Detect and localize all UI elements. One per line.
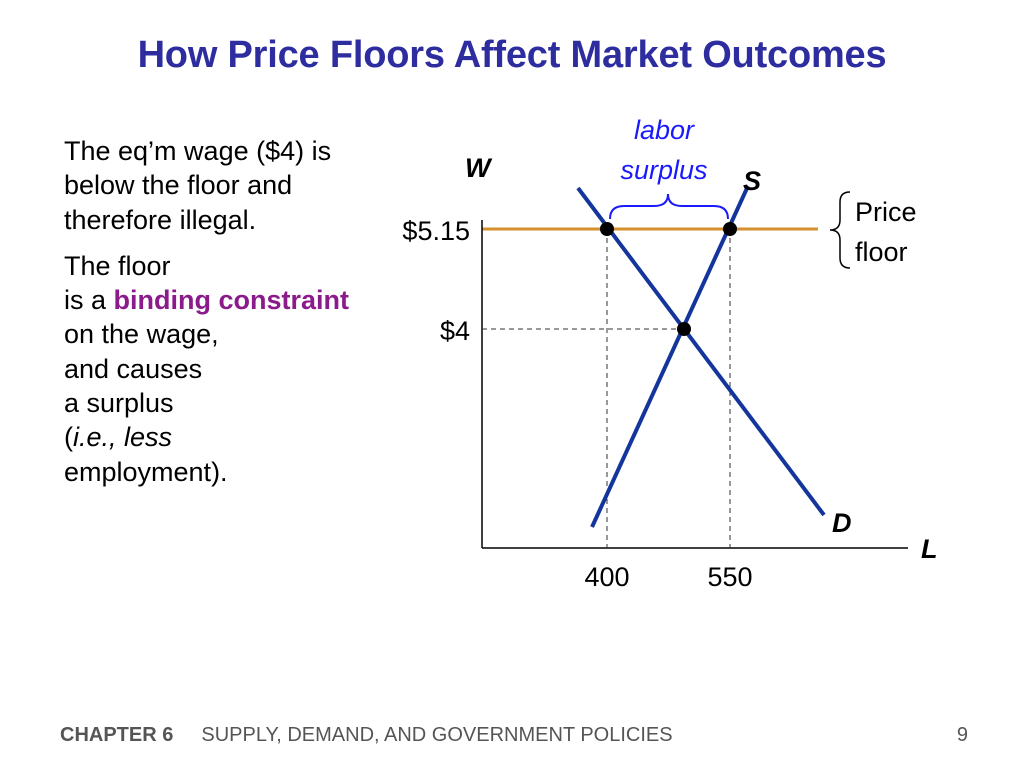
footer: CHAPTER 6 SUPPLY, DEMAND, AND GOVERNMENT … [60, 724, 673, 747]
slide-title: How Price Floors Affect Market Outcomes [137, 34, 887, 76]
supply-curve [590, 185, 750, 528]
supply-label: S [743, 166, 761, 196]
floor-label-brace [829, 191, 851, 269]
page-number: 9 [956, 724, 968, 746]
x-axis-label: L [921, 534, 938, 564]
demand-label: D [832, 508, 852, 538]
surplus-label-line1: labor [634, 115, 695, 145]
text-line: is a [64, 285, 114, 316]
paragraph-equilibrium: The eq’m wage ($4) is below the floor an… [64, 136, 332, 235]
emphasis-binding-constraint: binding constraint [113, 285, 350, 316]
y-axis-label: W [465, 153, 493, 183]
paragraph-binding: The floor is a binding constraint on the… [64, 249, 404, 489]
text-line: on the wage, [64, 319, 219, 350]
surplus-label-line2: surplus [620, 155, 707, 185]
demand-curve [576, 186, 826, 517]
point-equilibrium [677, 322, 691, 336]
point-supply-at-floor [723, 222, 737, 236]
eq-price-tick-label: $4 [440, 316, 470, 346]
footer-chapter: CHAPTER 6 [60, 724, 174, 746]
floor-label-line2: floor [855, 237, 908, 267]
q-demanded-tick-label: 400 [584, 562, 629, 592]
floor-price-tick-label: $5.15 [402, 216, 470, 246]
text-line: and causes [64, 353, 203, 384]
footer-subject: SUPPLY, DEMAND, AND GOVERNMENT POLICIES [201, 724, 673, 746]
italic-less: i.e., less [73, 422, 173, 453]
text-line: employment). [64, 456, 228, 487]
paren-open: ( [64, 422, 73, 453]
body-text: The eq’m wage ($4) is below the floor an… [64, 134, 404, 501]
text-line: a surplus [64, 387, 174, 418]
q-supplied-tick-label: 550 [707, 562, 752, 592]
floor-label-line1: Price [855, 197, 917, 227]
point-demand-at-floor [600, 222, 614, 236]
text-line: The floor [64, 250, 171, 281]
surplus-brace [609, 193, 729, 220]
